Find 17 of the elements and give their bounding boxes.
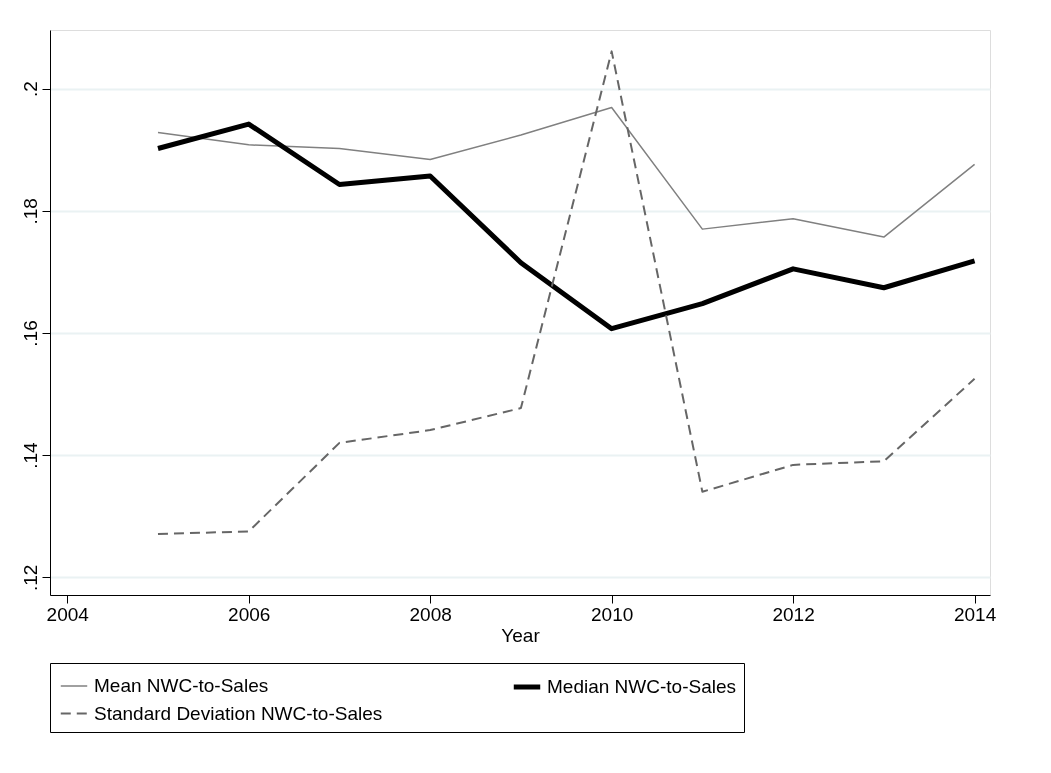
y-tick-label: .16 xyxy=(19,320,41,347)
x-tick-label: 2014 xyxy=(953,603,997,625)
x-tick-label: 2008 xyxy=(409,603,452,625)
x-tick-label: 2006 xyxy=(228,603,271,625)
y-tick-label: .2 xyxy=(19,81,41,98)
y-tick-label: .14 xyxy=(19,441,41,469)
y-tick-label: .12 xyxy=(19,564,41,591)
x-axis-title: Year xyxy=(501,624,541,646)
legend-label: Standard Deviation NWC-to-Sales xyxy=(94,702,383,724)
x-tick-label: 2004 xyxy=(46,603,90,625)
legend-label: Median NWC-to-Sales xyxy=(547,676,736,697)
x-tick-label: 2010 xyxy=(591,603,634,625)
x-tick-label: 2012 xyxy=(772,603,815,625)
line-series xyxy=(156,50,976,535)
line-series xyxy=(157,106,976,238)
y-tick-label: .18 xyxy=(19,198,41,225)
legend-label: Mean NWC-to-Sales xyxy=(94,675,269,696)
